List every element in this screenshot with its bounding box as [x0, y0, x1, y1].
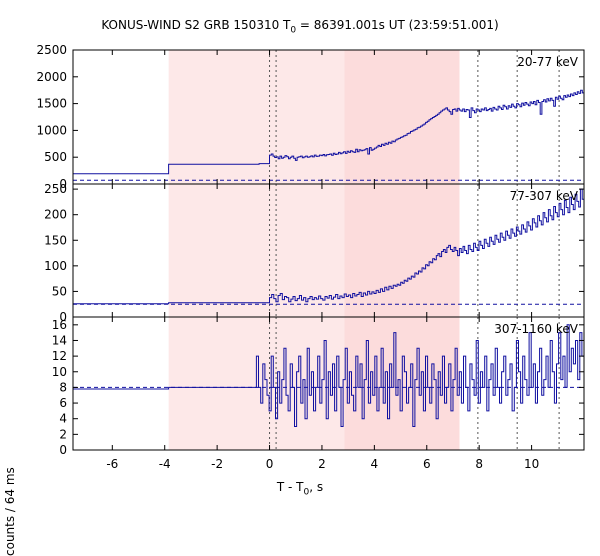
x-tick-label: -4 [159, 457, 171, 471]
panel-2: 0 50 100 150 200 250 77-307 keV [44, 182, 585, 324]
y-tick-label: 100 [44, 259, 67, 273]
chart-title: KONUS-WIND S2 GRB 150310 T0 = 86391.001s… [0, 18, 600, 35]
x-tick-label: -6 [106, 457, 118, 471]
y-tick-label: 1000 [36, 123, 67, 137]
y-tick-label: 2000 [36, 70, 67, 84]
x-tick-label: 2 [318, 457, 326, 471]
y-tick-label: 10 [52, 365, 67, 379]
x-axis-label: T - T0, s [0, 480, 600, 497]
x-tick-label: 4 [371, 457, 379, 471]
shaded-interval-1 [168, 50, 345, 184]
shaded-interval-1 [168, 184, 345, 317]
y-tick-label: 2 [59, 427, 67, 441]
y-tick-label: 14 [52, 333, 67, 347]
y-tick-label: 1500 [36, 97, 67, 111]
panel-energy-label: 20-77 keV [517, 55, 579, 69]
y-tick-label: 50 [52, 284, 67, 298]
panel-energy-label: 77-307 keV [510, 189, 579, 203]
y-tick-label: 4 [59, 412, 67, 426]
y-tick-label: 0 [59, 177, 67, 191]
y-tick-label: 500 [44, 150, 67, 164]
y-tick-label: 0 [59, 310, 67, 324]
xlabel-suffix: , s [309, 480, 324, 494]
y-tick-label: 200 [44, 208, 67, 222]
y-tick-label: 0 [59, 443, 67, 457]
xlabel-prefix: T - T [276, 480, 304, 494]
x-tick-label: 6 [423, 457, 431, 471]
y-tick-label: 150 [44, 233, 67, 247]
series-line-1 [73, 324, 584, 427]
x-tick-label: -2 [211, 457, 223, 471]
panel-1: 0 500 1000 1500 2000 2500 20-77 keV [36, 43, 585, 191]
y-tick-label: 6 [59, 396, 67, 410]
y-tick-label: 250 [44, 182, 67, 196]
xlabel-subscript: 0 [303, 487, 310, 498]
shaded-interval-2 [344, 50, 460, 184]
y-tick-label: 8 [59, 380, 67, 394]
title-prefix: KONUS-WIND S2 GRB 150310 T [101, 18, 291, 32]
x-tick-label: 10 [524, 457, 539, 471]
y-tick-label: 16 [52, 318, 67, 332]
y-tick-label: 2500 [36, 43, 67, 57]
x-tick-label: 8 [475, 457, 483, 471]
shaded-interval-2 [344, 184, 460, 317]
title-subscript: 0 [290, 25, 297, 36]
y-tick-label: 12 [52, 349, 67, 363]
series-line-1 [73, 89, 584, 175]
x-tick-label: 0 [266, 457, 274, 471]
series-line-1 [73, 188, 584, 305]
figure: 0 500 1000 1500 2000 2500 20-77 keV 0 50 100 150 20… [0, 18, 600, 556]
title-suffix: = 86391.001s UT (23:59:51.001) [296, 18, 499, 32]
panel-energy-label: 307-1160 keV [494, 322, 578, 336]
panel-frame [72, 316, 585, 451]
